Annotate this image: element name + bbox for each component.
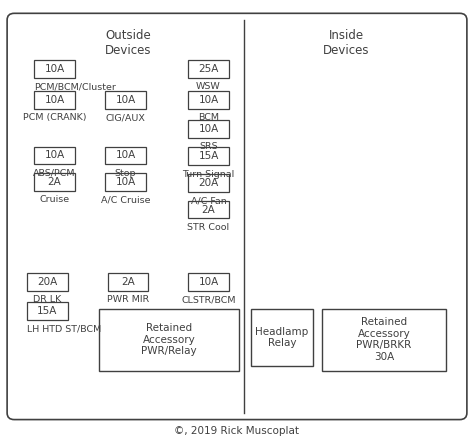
FancyBboxPatch shape (34, 147, 75, 164)
Text: 10A: 10A (45, 95, 64, 105)
Text: CLSTR/BCM: CLSTR/BCM (182, 295, 236, 304)
Text: 10A: 10A (116, 95, 136, 105)
Text: ABS/PCM: ABS/PCM (33, 169, 76, 178)
Text: SRS: SRS (199, 142, 218, 151)
FancyBboxPatch shape (99, 309, 239, 371)
Text: Inside
Devices: Inside Devices (323, 29, 369, 57)
Text: 10A: 10A (199, 124, 219, 134)
Text: 20A: 20A (199, 178, 219, 188)
Text: PCM (CRANK): PCM (CRANK) (23, 113, 86, 122)
Text: 2A: 2A (47, 177, 62, 187)
Text: 20A: 20A (37, 277, 57, 287)
Text: 2A: 2A (201, 205, 216, 214)
Text: Turn Signal: Turn Signal (182, 170, 235, 178)
Text: WSW: WSW (196, 82, 221, 91)
Text: Stop: Stop (115, 169, 137, 178)
Text: A/C Cruise: A/C Cruise (101, 195, 150, 204)
Text: PWR MIR: PWR MIR (107, 295, 149, 304)
Text: 25A: 25A (199, 64, 219, 74)
FancyBboxPatch shape (189, 147, 228, 165)
Text: LH HTD ST/BCM: LH HTD ST/BCM (27, 324, 101, 333)
Text: Retained
Accessory
PWR/Relay: Retained Accessory PWR/Relay (141, 323, 197, 356)
FancyBboxPatch shape (251, 309, 313, 366)
Text: 10A: 10A (45, 151, 64, 160)
Text: Headlamp
Relay: Headlamp Relay (255, 327, 309, 348)
Text: 10A: 10A (116, 177, 136, 187)
FancyBboxPatch shape (189, 174, 228, 192)
FancyBboxPatch shape (189, 91, 228, 109)
Text: 2A: 2A (121, 277, 135, 287)
Text: STR Cool: STR Cool (188, 223, 229, 232)
Text: Outside
Devices: Outside Devices (105, 29, 151, 57)
Text: CIG/AUX: CIG/AUX (106, 113, 146, 122)
FancyBboxPatch shape (105, 173, 146, 191)
FancyBboxPatch shape (34, 91, 75, 109)
FancyBboxPatch shape (189, 201, 228, 218)
Text: 15A: 15A (199, 151, 219, 161)
Text: 15A: 15A (37, 306, 57, 316)
Text: PCM/BCM/Cluster: PCM/BCM/Cluster (34, 82, 116, 91)
Text: Retained
Accessory
PWR/BRKR
30A: Retained Accessory PWR/BRKR 30A (356, 317, 411, 362)
FancyBboxPatch shape (108, 273, 148, 291)
FancyBboxPatch shape (322, 309, 446, 371)
FancyBboxPatch shape (27, 273, 67, 291)
Text: 10A: 10A (116, 151, 136, 160)
Text: BCM: BCM (198, 113, 219, 122)
Text: 10A: 10A (199, 277, 219, 287)
FancyBboxPatch shape (34, 60, 75, 78)
Text: A/C Fan: A/C Fan (191, 196, 227, 205)
FancyBboxPatch shape (105, 147, 146, 164)
Text: ©, 2019 Rick Muscoplat: ©, 2019 Rick Muscoplat (174, 426, 300, 436)
FancyBboxPatch shape (34, 173, 75, 191)
FancyBboxPatch shape (105, 91, 146, 109)
Text: 10A: 10A (45, 64, 64, 74)
FancyBboxPatch shape (189, 60, 228, 78)
FancyBboxPatch shape (189, 120, 228, 138)
Text: Cruise: Cruise (39, 195, 70, 204)
FancyBboxPatch shape (27, 302, 67, 320)
Text: 10A: 10A (199, 95, 219, 105)
FancyBboxPatch shape (189, 273, 228, 291)
Text: DR LK: DR LK (33, 295, 62, 304)
